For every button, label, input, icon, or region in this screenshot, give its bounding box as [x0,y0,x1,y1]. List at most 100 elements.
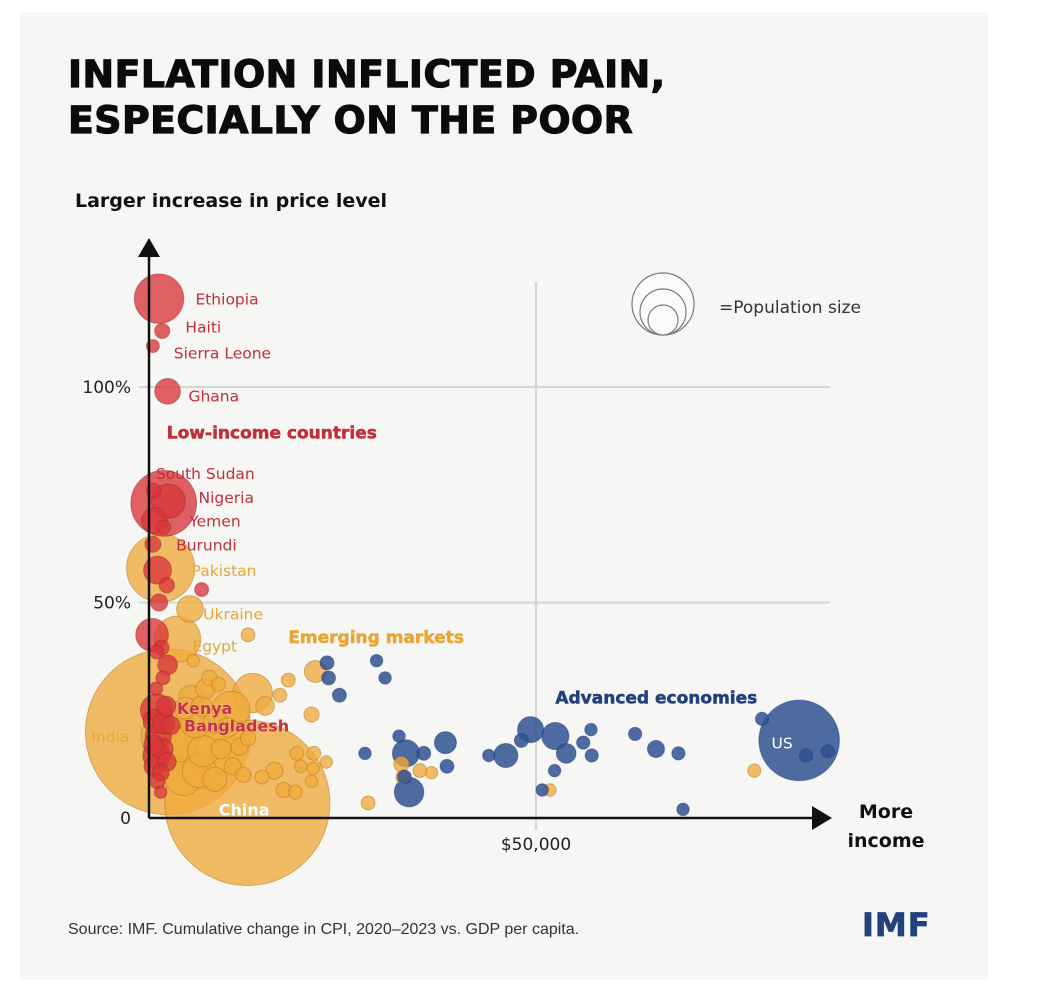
bubble-emerging [210,738,232,760]
bubble-emerging [235,766,252,784]
bubble-advanced [799,748,814,763]
tick-labels: 0 50% 100% $50,000 [82,378,571,855]
bubble-low-income [143,555,172,585]
group-labels: Low-income countries Emerging markets Adva… [167,423,758,709]
title-line-2: ESPECIALLY ON THE POOR [67,98,634,142]
bubble-advanced [396,769,412,785]
bubble-advanced [416,745,432,761]
point-label-ukraine: Ukraine [203,605,263,623]
bubble-advanced [676,802,690,817]
group-label-low-income: Low-income countries [167,423,377,443]
bubble-emerging [211,676,227,692]
bubble-emerging [255,696,275,716]
bubble-burundi [144,535,162,553]
bubble-advanced [513,732,529,748]
bubble-low-income [194,582,210,598]
bubble-advanced [378,671,392,685]
y-tick-label: 50% [93,594,131,614]
point-label-india: India [91,728,129,746]
bubble-advanced [627,726,643,742]
bubble-emerging [254,769,270,785]
point-label-nigeria: Nigeria [199,489,254,507]
bubble-emerging [186,653,200,668]
bubble-low-income [158,577,175,594]
point-label-ethiopia: Ethiopia [195,291,258,309]
bubble-advanced [754,711,770,726]
bubble-advanced [358,746,372,761]
point-label-sierra-leone: Sierra Leone [174,345,271,363]
bubble-emerging [747,763,762,778]
bubble-emerging [319,755,333,769]
bubble-advanced [392,729,406,743]
bubble-emerging [412,763,428,779]
point-label-pakistan: Pakistan [192,562,257,580]
bubble-low-income [150,593,169,612]
bubble-ghana [154,377,181,405]
bubble-emerging [293,759,308,774]
bubble-low-income [160,715,181,736]
x-tick-label: $50,000 [501,835,571,855]
legend-circle [647,304,679,336]
bubble-advanced [433,731,457,755]
y-tick-label: 0 [120,809,131,829]
y-axis-arrow-icon [138,238,160,257]
point-label-egypt: Egypt [192,638,237,656]
bubble-advanced [439,758,455,774]
x-axis-arrow-icon [812,806,832,830]
bubble-low-income [155,695,177,717]
bubble-advanced [493,742,519,769]
bubble-advanced [535,783,549,797]
bubble-emerging [280,672,296,688]
bubble-low-income [148,681,164,696]
bubble-ethiopia [133,273,185,324]
x-axis-label: More income [840,798,932,856]
bubble-advanced [584,748,599,763]
x-axis-label-line: More [858,801,914,823]
group-label-advanced: Advanced economies [555,688,757,708]
y-tick-label: 100% [82,378,131,398]
point-label-kenya: Kenya [177,699,233,718]
bubble-low-income [153,785,168,799]
source-note: Source: IMF. Cumulative change in CPI, 2… [68,921,580,938]
title-line-1: INFLATION INFLICTED PAIN, [67,52,666,96]
bubble-advanced [584,722,598,737]
bubble-advanced [820,744,835,759]
bubble-advanced [576,735,591,750]
top-strip [0,0,1042,12]
population-legend-label: =Population size [719,298,861,318]
bubble-low-income [155,670,171,686]
bubble-emerging [287,784,303,800]
group-label-emerging: Emerging markets [288,628,464,648]
bubble-advanced [555,743,577,764]
bubble-emerging [272,687,288,703]
point-label-bangladesh: Bangladesh [184,716,289,735]
bubble-advanced [369,653,384,668]
bubble-low-income [143,734,164,756]
bubble-emerging [393,756,410,773]
point-label-china: China [219,800,270,819]
bubble-haiti [154,322,171,339]
y-axis-label: Larger increase in price level [75,190,388,212]
bubble-emerging [217,717,239,738]
point-label-yemen: Yemen [188,513,240,531]
bubble-advanced [319,655,335,671]
x-axis-label-line: income [847,830,925,852]
point-label-south-sudan: South Sudan [156,465,255,483]
bubble-emerging [304,774,319,789]
bubble-emerging [265,761,284,780]
bubble-emerging [240,627,256,643]
point-label-burundi: Burundi [176,536,237,554]
bubble-advanced [671,746,686,761]
bubble-emerging [289,745,305,761]
bubble-emerging [306,745,322,761]
bubble-advanced [646,740,665,759]
imf-logo: IMF [862,906,931,945]
bubble-emerging [239,730,257,747]
bubble-advanced [331,687,347,703]
point-label-us: US [772,735,793,753]
point-labels: Ethiopia Haiti Sierra Leone Ghana South Suda… [91,291,792,820]
axes [138,238,832,830]
bubble-emerging [306,761,320,776]
chart-title: INFLATION INFLICTED PAIN, ESPECIALLY ON … [67,52,666,144]
